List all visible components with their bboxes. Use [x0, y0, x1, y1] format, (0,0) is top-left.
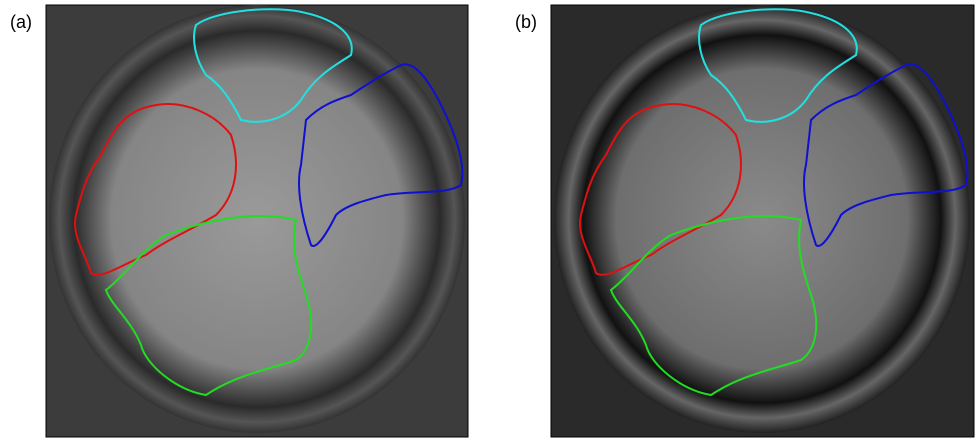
image-a: [46, 5, 468, 437]
figure: (a) (b): [0, 0, 977, 442]
panel-label: (a): [10, 12, 32, 32]
page: {"panels": [{"label": "(a)"}, {"label": …: [0, 0, 977, 442]
image-b: [551, 5, 974, 437]
panel-label: (b): [515, 12, 537, 32]
